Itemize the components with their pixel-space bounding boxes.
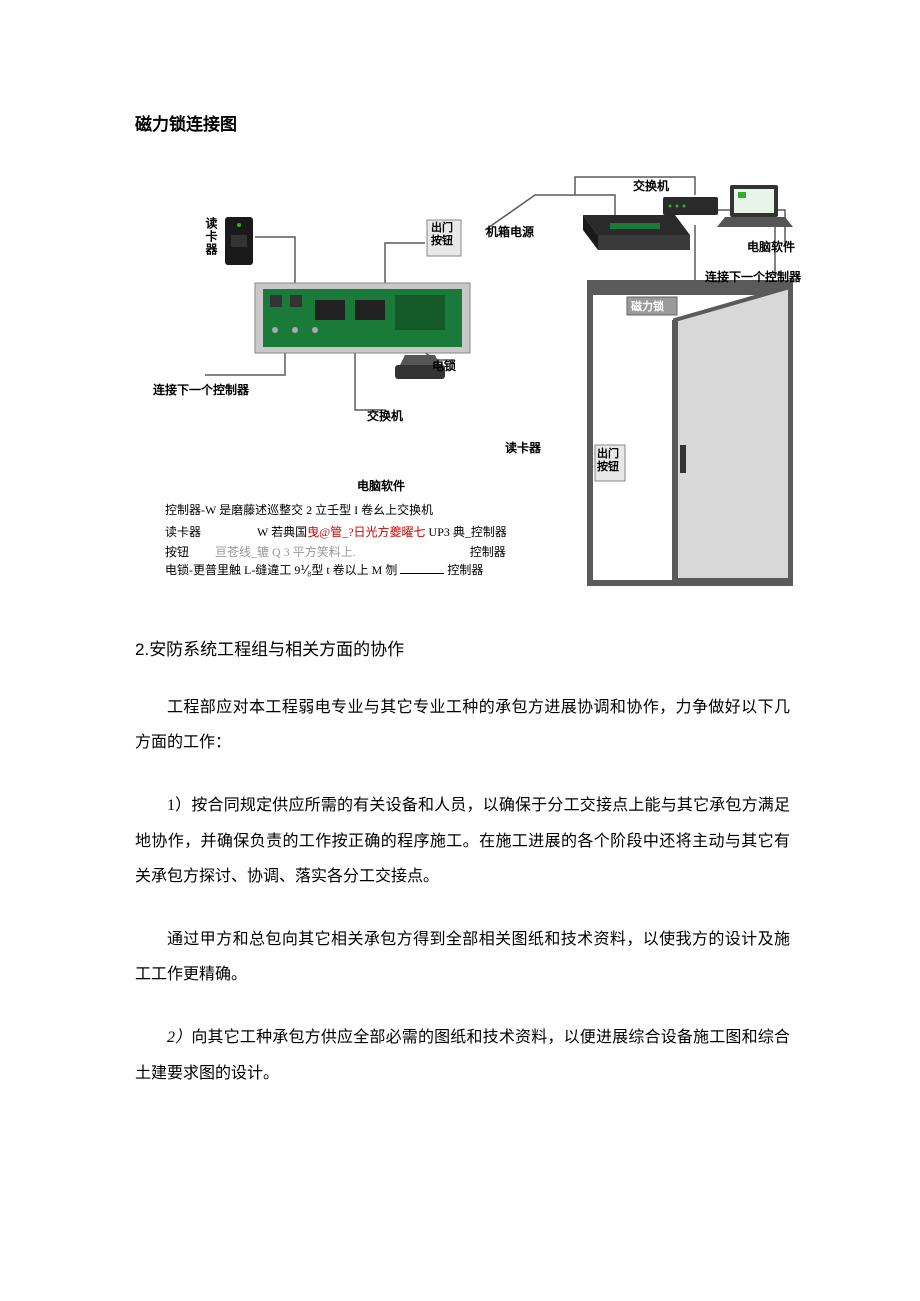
paragraph-1: 工程部应对本工程弱电专业与其它专业工种的承包方进展协调和协作，力争做好以下几方面… [135,690,790,760]
textrow-4: 电锁-更普里触 L-缝違工 9⅟₈型 t 卷以上 M 刎 控制器 [165,561,483,578]
maglock-label: 磁力锁 [631,298,664,314]
paragraph-4: 2）向其它工种承包方供应全部必需的图纸和技术资料，以便进展综合设备施工图和综合土… [135,1020,790,1090]
textrow-3: 按钮 亘苍线_辘 Q 3 平方笑料上. 控制器 [165,543,506,560]
reader-label-2: 读卡器 [505,439,541,456]
pc-soft-label-1: 电脑软件 [357,477,405,494]
r2a: 读卡器 [165,525,201,539]
r2b: W 若典国 [257,525,307,539]
switch-graphic [663,197,718,215]
exchange-label: 交换机 [367,407,403,424]
section-2-heading: 2.安防系统工程组与相关方面的协作 [135,635,790,660]
laptop-graphic [717,185,793,227]
r2d: _?日光方夔曜七 [342,525,425,539]
next-ctrl-left-label: 连接下一个控制器 [153,381,249,398]
r4b: 控制器 [447,563,483,577]
r3a: 按钮 [165,545,189,559]
next-ctrl-right-label: 连接下一个控制器 [705,268,801,285]
r4a: 电锁-更普里触 L-缝違工 9⅟₈型 t 卷以上 M 刎 [165,563,400,577]
textrow-1: 控制器-W 是磨藤述巡整交 2 立壬型 I 卷幺上交换机 [165,501,433,518]
exit-btn-label-2: 出门 按钮 [597,448,619,474]
r3c: Q 3 平方笑料上. [269,545,356,559]
reader-label-left: 读卡器 [203,217,220,256]
p4-num: 2） [167,1029,191,1046]
r2c: 曳@管 [307,525,342,539]
exit-btn-label: 出门 按钮 [431,222,453,248]
r3d: 控制器 [470,545,506,559]
diagram-title: 磁力锁连接图 [135,110,790,135]
paragraph-2: 1）按合同规定供应所需的有关设备和人员，以确保于分工交接点上能与其它承包方满足地… [135,788,790,894]
r2e: UP3 典_控制器 [426,525,507,539]
sec2-text: 安防系统工程组与相关方面的协作 [149,640,404,659]
card-reader-graphic [225,217,253,265]
box-power-label: 机箱电源 [486,223,534,240]
elock-label: 电锁 [432,357,456,374]
door-graphic [590,283,790,583]
sec2-num: 2. [135,640,149,659]
r3b: 亘苍线_辘 [215,545,269,559]
p4-body: 向其它工种承包方供应全部必需的图纸和技术资料，以便进展综合设备施工图和综合土建要… [135,1029,790,1081]
box-power-graphic [583,215,690,250]
textrow-2: 读卡器 W 若典国曳@管_?日光方夔曜七 UP3 典_控制器 [165,523,507,540]
diagram: 读卡器 出门 按钮 电锁 连接下一个控制器 交换机 读卡器 电脑软件 机箱电源 … [135,165,795,595]
exchange-top-label: 交换机 [633,177,669,194]
controller-board-graphic [255,283,470,353]
pc-soft-label-2: 电脑软件 [747,238,795,255]
paragraph-3: 通过甲方和总包向其它相关承包方得到全部相关图纸和技术资料，以使我方的设计及施工工… [135,922,790,992]
